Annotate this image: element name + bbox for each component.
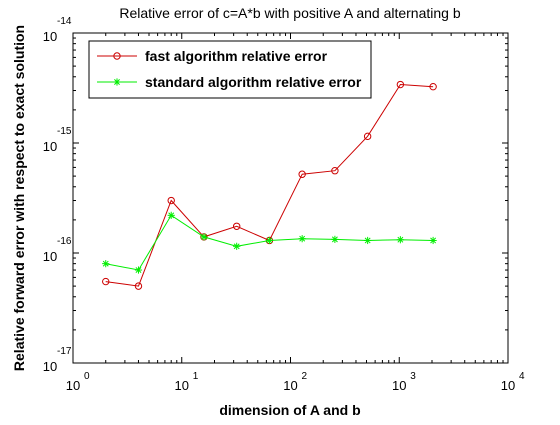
y-tick-label-exp: -17 bbox=[57, 346, 72, 357]
legend-label-fast: fast algorithm relative error bbox=[145, 48, 328, 64]
x-axis-label: dimension of A and b bbox=[219, 402, 360, 418]
plot-frame bbox=[72, 32, 509, 364]
data-point-fast bbox=[331, 166, 339, 175]
x-tick-label-exp: 0 bbox=[84, 371, 90, 382]
y-tick-label-exp: -16 bbox=[57, 236, 72, 247]
legend-label-standard: standard algorithm relative error bbox=[145, 74, 362, 90]
y-tick-label-exp: -15 bbox=[57, 126, 72, 137]
legend-marker-standard bbox=[113, 78, 121, 86]
data-point-standard bbox=[429, 236, 437, 245]
data-point-standard bbox=[364, 236, 372, 245]
legend-star-icon bbox=[113, 78, 121, 86]
legend-entry-fast: fast algorithm relative error bbox=[97, 48, 328, 64]
data-point-standard bbox=[134, 266, 143, 274]
x-tick-label-exp: 4 bbox=[519, 371, 525, 382]
data-point-standard bbox=[102, 260, 110, 268]
y-tick-label-base: 10 bbox=[43, 139, 57, 154]
y-tick-label-exp: -14 bbox=[57, 16, 72, 27]
legend-box bbox=[88, 40, 372, 99]
x-tick-label-base: 10 bbox=[283, 378, 297, 393]
x-tick-label-base: 10 bbox=[66, 378, 80, 393]
data-point-standard bbox=[298, 235, 306, 243]
data-point-fast bbox=[102, 277, 110, 286]
legend: fast algorithm relative error standard a… bbox=[88, 40, 372, 99]
data-point-fast bbox=[363, 132, 372, 141]
legend-marker-fast bbox=[113, 52, 121, 60]
data-point-standard bbox=[265, 236, 274, 245]
x-tick-label-base: 10 bbox=[175, 378, 189, 393]
x-tick-label-base: 10 bbox=[392, 378, 406, 393]
data-point-fast bbox=[167, 196, 175, 205]
data-point-fast bbox=[134, 282, 143, 290]
data-point-standard bbox=[331, 235, 339, 243]
data-point-fast bbox=[298, 170, 306, 178]
x-tick-label-exp: 1 bbox=[193, 371, 199, 382]
y-axis-label: Relative forward error with respect to e… bbox=[11, 25, 27, 371]
x-tick-label-exp: 3 bbox=[410, 371, 416, 382]
data-point-standard bbox=[167, 211, 175, 219]
x-tick-label-base: 10 bbox=[501, 378, 515, 393]
data-point-standard bbox=[396, 236, 404, 244]
data-point-standard bbox=[233, 242, 241, 250]
y-tick-label-base: 10 bbox=[43, 29, 57, 44]
data-point-standard bbox=[200, 233, 208, 241]
data-point-fast bbox=[429, 82, 437, 91]
data-layer bbox=[102, 80, 437, 290]
chart-title: Relative error of c=A*b with positive A … bbox=[119, 5, 460, 21]
legend-entry-standard: standard algorithm relative error bbox=[97, 74, 362, 90]
data-point-fast bbox=[396, 80, 405, 89]
data-point-fast bbox=[232, 222, 241, 230]
y-tick-label-base: 10 bbox=[43, 359, 57, 374]
y-tick-label-base: 10 bbox=[43, 249, 57, 264]
x-tick-label-exp: 2 bbox=[302, 371, 308, 382]
